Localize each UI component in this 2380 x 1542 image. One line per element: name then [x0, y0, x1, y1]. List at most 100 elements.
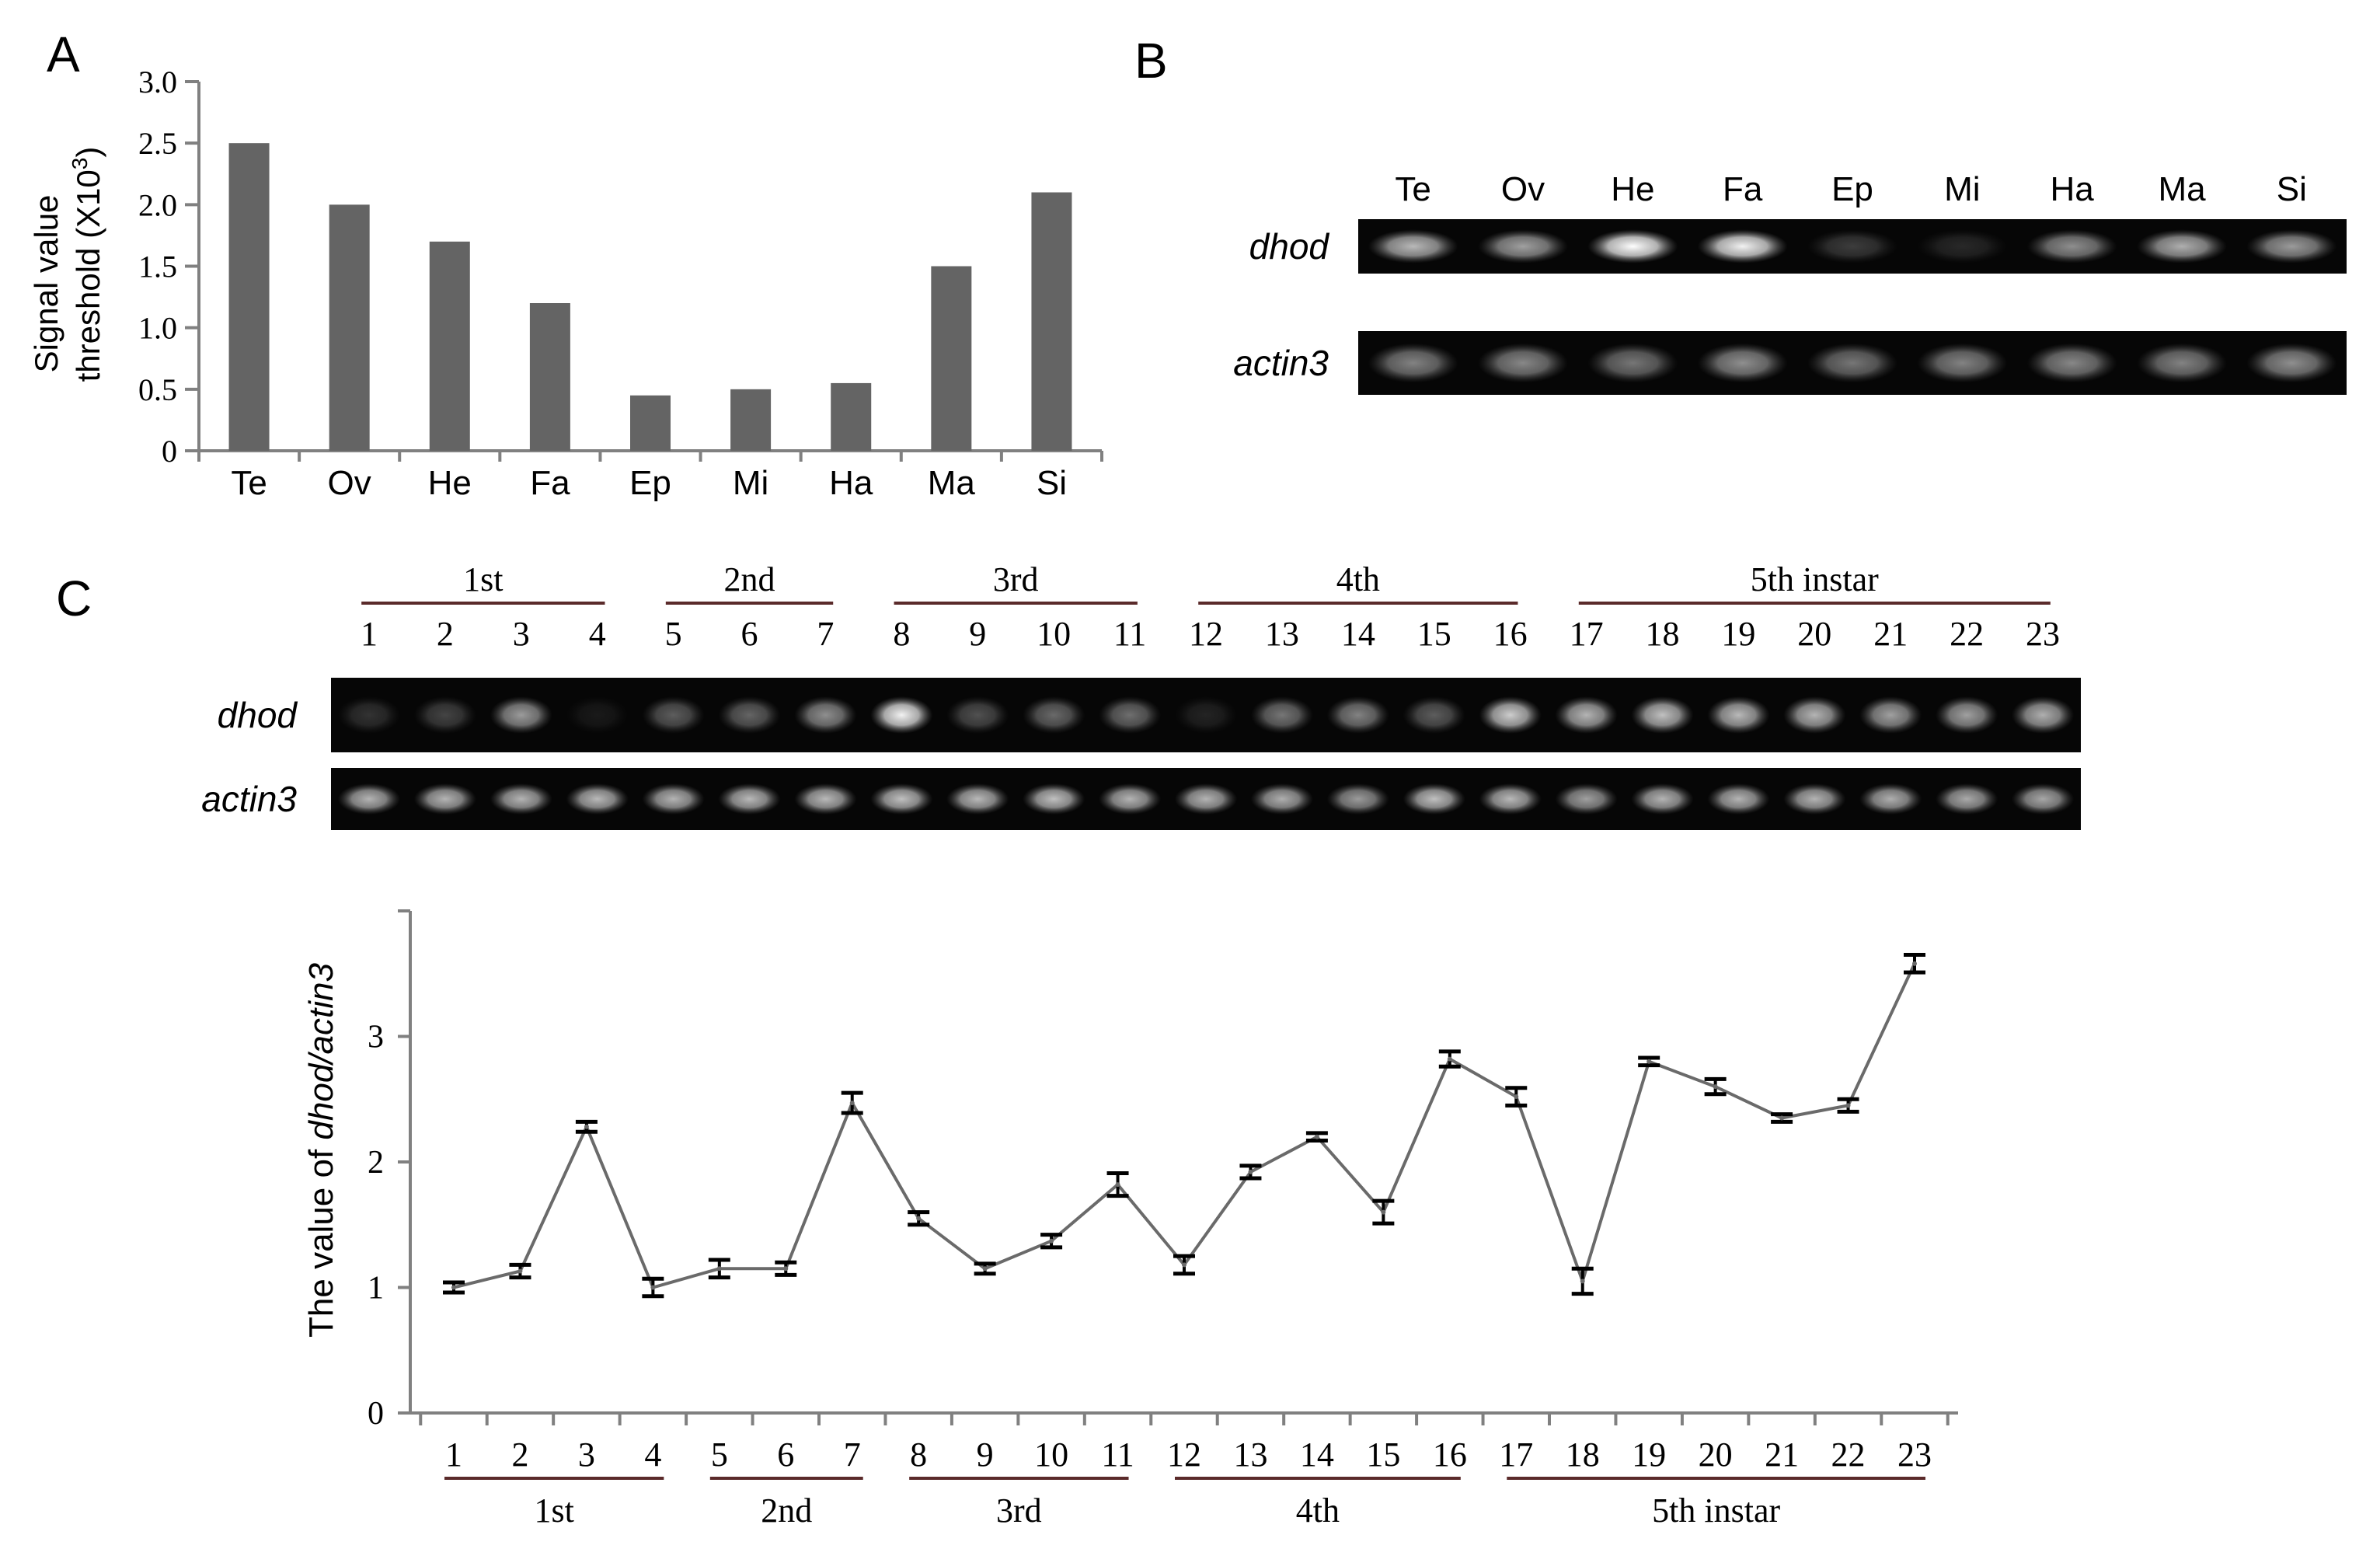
bar-ma: [931, 266, 972, 451]
gel-c-band: [1859, 696, 1922, 734]
gel-c-band: [1935, 696, 1998, 734]
gel-c-band: [1707, 783, 1770, 815]
line-chart-x-tick-label: 9: [977, 1436, 994, 1474]
gel-b-band: [2246, 343, 2337, 383]
line-chart-x-tick-label: 11: [1101, 1436, 1134, 1474]
gel-c-lane-number: 12: [1189, 615, 1223, 653]
line-chart-x-tick-label: 13: [1233, 1436, 1267, 1474]
line-chart-series-line: [453, 962, 1916, 1289]
gel-b-lane-label: Fa: [1723, 170, 1763, 208]
gel-c-band: [642, 783, 705, 815]
gel-b-band: [2026, 343, 2117, 383]
bar-chart-ylabel-sup: 3: [68, 158, 92, 170]
line-point: [517, 1268, 523, 1274]
bar-chart-ylabel-line1: Signal value: [28, 195, 64, 373]
line-point: [916, 1216, 922, 1221]
gel-c-band: [1479, 696, 1542, 734]
bar-mi: [730, 389, 772, 451]
gel-b-band: [1697, 229, 1788, 263]
gel-c-band: [642, 696, 705, 734]
gel-b-band: [1368, 343, 1458, 383]
line-chart-stage-labels: 1st 2nd 3rd 4th 5th instar: [444, 1477, 1925, 1530]
bar-ov: [329, 204, 370, 451]
gel-c-band: [794, 696, 857, 734]
line-chart-x-tick-label: 3: [578, 1436, 595, 1474]
line-chart-stage-label: 5th instar: [1652, 1491, 1780, 1530]
gel-b-band: [1478, 229, 1568, 263]
gel-c-band: [1555, 696, 1618, 734]
gel-c-band: [1023, 696, 1085, 734]
gel-b-band: [1807, 229, 1897, 263]
line-chart-x-ticks: 1 2 3 4 5 6 7 8 9 10 11 12 13 14 15 16 17 18 19 20 21 22 23: [419, 1413, 1950, 1474]
gel-b-lane-label: Te: [1395, 170, 1430, 208]
gel-c-band: [946, 783, 1009, 815]
gel-c-row-label: dhod: [218, 695, 298, 735]
line-point: [1314, 1134, 1319, 1139]
gel-c-lane-number: 19: [1721, 615, 1755, 653]
bar-chart-y-tick-label: 0.5: [138, 372, 177, 407]
gel-b-lane-label: Ma: [2158, 170, 2206, 208]
gel-c-stage-label: 5th instar: [1751, 560, 1879, 598]
line-point: [1115, 1182, 1120, 1188]
gel-c-band: [490, 783, 552, 815]
line-point: [849, 1101, 855, 1106]
gel-c-band: [566, 696, 629, 734]
line-point: [1912, 961, 1917, 966]
line-point: [1580, 1279, 1585, 1284]
gel-c-band: [1555, 783, 1618, 815]
gel-c-band: [337, 696, 401, 734]
line-chart-x-tick-label: 23: [1897, 1436, 1932, 1474]
gel-c-lane-number: 5: [665, 615, 682, 653]
line-point: [1381, 1209, 1386, 1215]
line-chart-x-tick-label: 17: [1499, 1436, 1533, 1474]
bar-chart-x-label: He: [428, 464, 472, 502]
gel-c-band: [718, 696, 781, 734]
gel-c-lane-number: 9: [969, 615, 986, 653]
line-chart-stage-label: 4th: [1296, 1491, 1340, 1530]
gel-b-band: [1807, 343, 1897, 383]
line-chart-x-tick-label: 5: [711, 1436, 728, 1474]
gel-c-lane-number: 23: [2026, 615, 2060, 653]
gel-c-lane-number: 17: [1570, 615, 1604, 653]
line-chart-x-tick-label: 15: [1366, 1436, 1400, 1474]
gel-c-stage-label: 3rd: [993, 560, 1039, 598]
line-chart-y-tick-label: 0: [368, 1396, 384, 1432]
gel-b-band: [2137, 343, 2227, 383]
bar-chart-x-label: Fa: [530, 464, 570, 502]
line-chart-x-tick-label: 2: [511, 1436, 528, 1474]
bar-chart-y-tick-label: 0: [162, 434, 177, 469]
panel-c-label: C: [56, 570, 92, 626]
bar-te: [228, 143, 270, 451]
gel-c-band: [2011, 783, 2075, 815]
gel-c-band: [413, 696, 477, 734]
line-chart-ylabel-italic: dhod/actin3: [302, 963, 340, 1140]
gel-b-lane-label: He: [1611, 170, 1654, 208]
gel-c-lane-number: 6: [741, 615, 758, 653]
line-chart-x-tick-label: 7: [844, 1436, 861, 1474]
gel-c-band: [1098, 783, 1162, 815]
gel-b-lane-label: Ov: [1501, 170, 1545, 208]
gel-c-lane-number: 13: [1265, 615, 1299, 653]
gel-b-band: [1697, 343, 1788, 383]
bar-si: [1031, 192, 1072, 451]
gel-c-band: [946, 696, 1009, 734]
gel-c-band: [1174, 696, 1238, 734]
line-point: [716, 1266, 722, 1272]
gel-c-lane-number: 10: [1037, 615, 1071, 653]
bar-chart-bars: [228, 143, 1072, 451]
line-point: [1845, 1103, 1851, 1108]
bar-fa: [529, 303, 570, 451]
line-chart-x-tick-label: 14: [1300, 1436, 1334, 1474]
gel-c-lane-number: 15: [1417, 615, 1451, 653]
bar-ep: [630, 395, 671, 451]
line-chart-x-tick-label: 1: [445, 1436, 462, 1474]
line-chart-x-tick-label: 21: [1765, 1436, 1799, 1474]
line-point: [1646, 1059, 1652, 1064]
gel-b-band: [1478, 343, 1568, 383]
bar-chart-y-tick-label: 3.0: [138, 65, 177, 99]
gel-c-band: [794, 783, 857, 815]
bar-chart-ylabel-line2: threshold (X103): [68, 147, 106, 382]
gel-c-band: [1023, 783, 1085, 815]
line-chart-ylabel-prefix: The value of: [302, 1140, 340, 1338]
